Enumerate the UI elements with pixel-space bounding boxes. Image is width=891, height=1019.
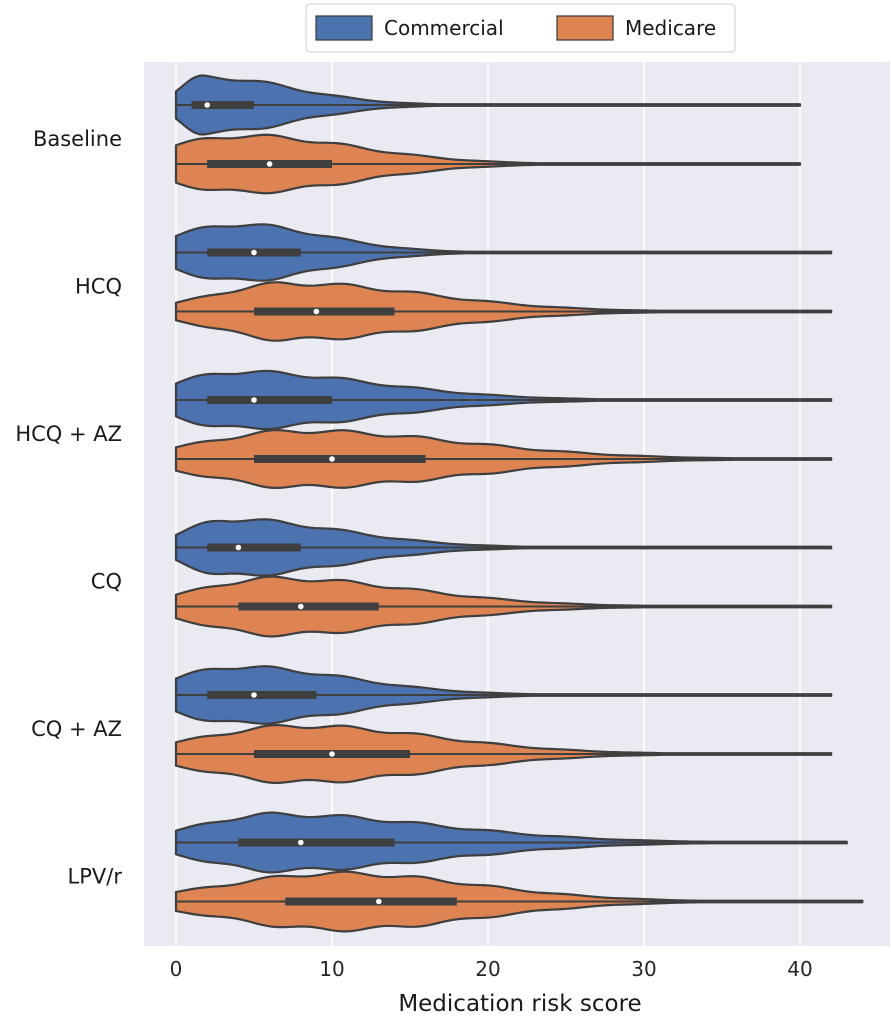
category-label-lpv-r: LPV/r — [68, 865, 123, 889]
median-marker-hcq-medicare — [314, 309, 320, 315]
x-tick-label: 20 — [475, 957, 500, 981]
iqr-box-hcq-az-commercial — [207, 396, 332, 404]
median-marker-lpv-r-commercial — [298, 840, 304, 846]
category-labels: Baseline HCQ HCQ + AZ CQ CQ + AZ LPV/r — [15, 127, 122, 889]
x-tick-label: 10 — [319, 957, 344, 981]
category-label-hcq-az: HCQ + AZ — [15, 422, 122, 446]
legend-label-commercial: Commercial — [384, 16, 504, 40]
legend: Commercial Medicare — [306, 4, 735, 52]
median-marker-baseline-commercial — [204, 102, 210, 108]
median-marker-hcq-commercial — [251, 250, 257, 256]
legend-swatch-commercial — [316, 16, 372, 40]
x-tick-labels: 0 10 20 30 40 — [170, 957, 813, 981]
median-marker-lpv-r-medicare — [376, 899, 382, 905]
category-label-hcq: HCQ — [75, 275, 122, 299]
x-tick-label: 30 — [631, 957, 656, 981]
median-marker-cq-az-commercial — [251, 692, 257, 698]
plot-area — [144, 62, 890, 946]
iqr-box-baseline-commercial — [192, 101, 254, 109]
category-label-baseline: Baseline — [33, 127, 122, 151]
iqr-box-hcq-medicare — [254, 308, 394, 316]
x-tick-label: 40 — [787, 957, 812, 981]
iqr-box-lpv-r-medicare — [285, 898, 457, 906]
median-marker-cq-medicare — [298, 604, 304, 610]
legend-label-medicare: Medicare — [625, 16, 716, 40]
median-marker-cq-az-medicare — [329, 751, 335, 757]
x-axis-title: Medication risk score — [398, 991, 641, 1017]
iqr-box-cq-commercial — [207, 544, 301, 552]
median-marker-hcq-az-medicare — [329, 456, 335, 462]
iqr-box-cq-az-commercial — [207, 691, 316, 699]
x-tick-label: 0 — [170, 957, 183, 981]
iqr-box-lpv-r-commercial — [238, 839, 394, 847]
median-marker-cq-commercial — [236, 545, 242, 551]
iqr-box-hcq-az-medicare — [254, 455, 426, 463]
median-marker-hcq-az-commercial — [251, 397, 257, 403]
legend-swatch-medicare — [557, 16, 613, 40]
median-marker-baseline-medicare — [267, 161, 273, 167]
category-label-cq: CQ — [91, 570, 122, 594]
category-label-cq-az: CQ + AZ — [31, 717, 122, 741]
iqr-box-cq-medicare — [238, 603, 378, 611]
